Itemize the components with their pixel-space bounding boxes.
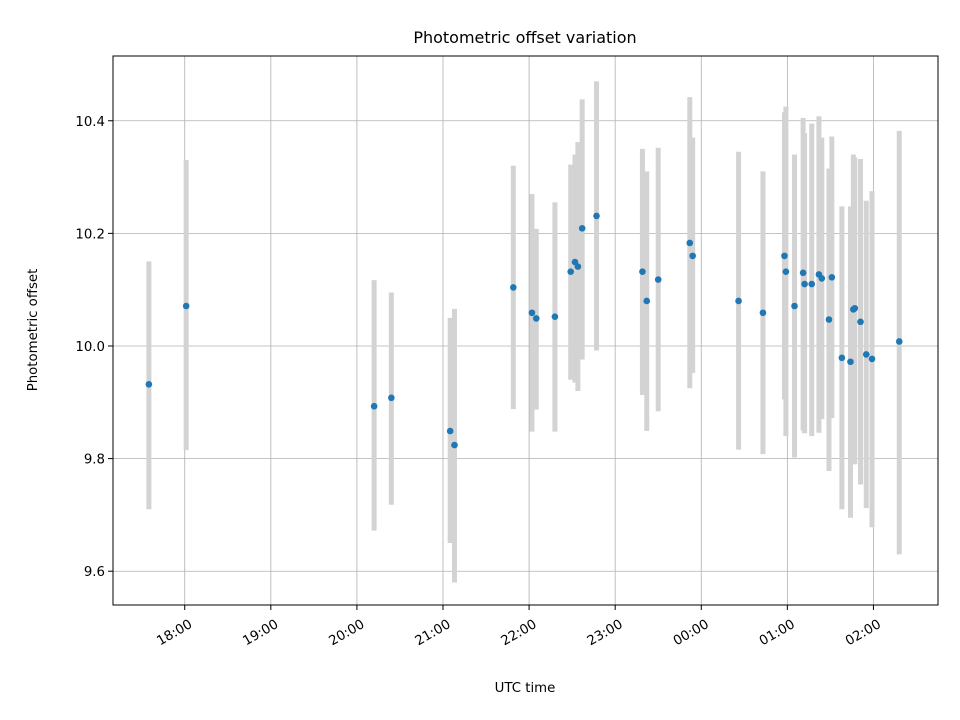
data-point: [735, 297, 742, 305]
data-point: [593, 212, 600, 220]
data-point: [857, 318, 864, 326]
data-point: [388, 394, 395, 402]
data-point: [654, 276, 662, 283]
data-point: [510, 284, 517, 291]
data-point: [818, 275, 826, 282]
data-point: [528, 309, 536, 317]
data-point: [799, 269, 807, 277]
data-point: [895, 338, 903, 345]
data-point: [782, 268, 790, 275]
data-point: [825, 316, 833, 323]
y-axis-label: Photometric offset: [26, 269, 41, 392]
data-point: [643, 297, 651, 305]
data-point: [532, 315, 540, 322]
x-axis-label: UTC time: [495, 681, 556, 696]
data-point: [145, 380, 153, 388]
data-point: [868, 355, 876, 363]
data-point: [446, 427, 454, 435]
data-point: [551, 313, 559, 321]
data-point: [578, 225, 586, 232]
y-tick-label: 9.8: [84, 453, 105, 468]
data-point: [801, 280, 808, 288]
data-point: [574, 263, 582, 270]
data-points: [145, 212, 903, 449]
data-point: [808, 280, 816, 288]
y-tick-label: 10.0: [75, 340, 105, 355]
data-point: [791, 302, 798, 310]
data-point: [451, 441, 458, 449]
data-point: [851, 304, 859, 312]
data-point: [847, 358, 854, 366]
data-point: [182, 302, 190, 310]
y-tick-label: 10.4: [75, 115, 105, 130]
y-tick-label: 10.2: [75, 227, 105, 242]
data-point: [639, 268, 646, 275]
chart-title: Photometric offset variation: [413, 28, 636, 47]
y-tick-label: 9.6: [84, 565, 105, 580]
data-point: [689, 252, 696, 260]
data-point: [828, 273, 836, 281]
data-point: [370, 402, 378, 410]
data-point: [759, 309, 767, 317]
data-point: [838, 354, 846, 362]
data-point: [567, 268, 574, 275]
grid: [113, 56, 938, 605]
data-point: [686, 239, 694, 247]
data-point: [862, 351, 870, 358]
data-point: [781, 252, 788, 260]
plot-frame: [112, 55, 939, 606]
